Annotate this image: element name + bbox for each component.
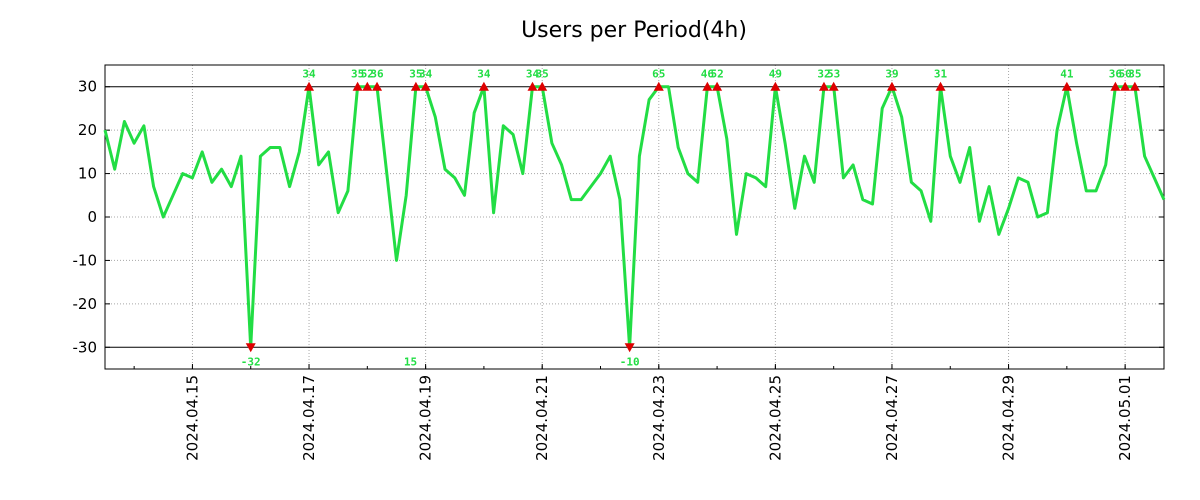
clip-label-high: 35: [1128, 68, 1141, 81]
clip-marker-down: [624, 343, 635, 353]
clip-label-high: 50: [1119, 68, 1132, 81]
clip-marker-down: [245, 343, 256, 353]
clip-marker-up: [712, 81, 723, 91]
clip-marker-up: [420, 81, 431, 91]
y-tick-label: 20: [78, 121, 97, 139]
y-tick-label: 30: [78, 78, 97, 96]
clip-marker-up: [653, 81, 664, 91]
clip-label-high: 35: [536, 68, 549, 81]
clip-label-low: 15: [404, 355, 417, 368]
clip-marker-up: [362, 81, 373, 91]
clip-marker-up: [304, 81, 315, 91]
grid: [105, 65, 1164, 369]
clip-label-high: 31: [934, 68, 948, 81]
clip-label-high: 34: [419, 68, 433, 81]
clip-label-high: 34: [526, 68, 540, 81]
clip-marker-up: [527, 81, 538, 91]
clip-marker-up: [702, 81, 713, 91]
series-line: [103, 85, 1166, 349]
clip-marker-up: [1129, 81, 1140, 91]
clip-label-high: 49: [769, 68, 782, 81]
series-layer: [103, 85, 1166, 349]
clip-label-high: 52: [361, 68, 374, 81]
x-axis: 2024.04.15 2024.04.17 2024.04.19 2024.04.21…: [133, 364, 1134, 461]
y-tick-label: -30: [73, 338, 98, 356]
clip-marker-up: [770, 81, 781, 91]
x-tick-label: 2024.05.01: [1116, 375, 1134, 461]
clip-marker-up: [372, 81, 383, 91]
clip-marker-up: [1120, 81, 1131, 91]
x-tick-label: 2024.04.29: [1000, 375, 1018, 461]
clip-label-high: 53: [827, 68, 840, 81]
clip-label-high: 39: [885, 68, 898, 81]
x-tick-label: 2024.04.19: [417, 375, 435, 461]
x-tick-label: 2024.04.21: [533, 375, 551, 461]
clip-label-high: 32: [817, 68, 830, 81]
clip-label-high: 36: [1109, 68, 1123, 81]
clip-label-high: 52: [710, 68, 723, 81]
clip-marker-up: [478, 81, 489, 91]
x-tick-label: 2024.04.17: [300, 375, 318, 461]
x-tick-label: 2024.04.27: [883, 375, 901, 461]
x-tick-label: 2024.04.23: [650, 375, 668, 461]
clip-marker-up: [1110, 81, 1121, 91]
clip-label-high: 36: [370, 68, 384, 81]
clip-label-high: 35: [409, 68, 422, 81]
clip-label-high: 34: [302, 68, 316, 81]
x-tick-label: 2024.04.15: [183, 375, 201, 461]
chart-title: Users per Period(4h): [521, 18, 747, 43]
clip-marker-up: [828, 81, 839, 91]
y-tick-label: -20: [73, 295, 98, 313]
clip-label-low: -10: [620, 355, 640, 368]
y-tick-label: 10: [78, 165, 97, 183]
clip-label-low: -32: [241, 355, 261, 368]
clip-label-high: 41: [1060, 68, 1074, 81]
reference-lines: [105, 86, 1164, 348]
clip-marker-up: [886, 81, 897, 91]
clip-marker-up: [818, 81, 829, 91]
clip-marker-up: [537, 81, 548, 91]
y-axis: 30 20 10 0 -10 -20 -30: [73, 78, 1164, 356]
x-tick-label: 2024.04.25: [766, 375, 784, 461]
clip-marker-up: [410, 81, 421, 91]
clip-marker-up: [352, 81, 363, 91]
y-tick-label: -10: [73, 251, 98, 269]
clip-label-high: 35: [351, 68, 364, 81]
clip-marker-up: [1061, 81, 1072, 91]
clip-label-high: 34: [477, 68, 491, 81]
y-tick-label: 0: [87, 208, 97, 226]
clip-label-high: 65: [652, 68, 665, 81]
clip-marker-up: [935, 81, 946, 91]
clip-label-high: 46: [701, 68, 715, 81]
